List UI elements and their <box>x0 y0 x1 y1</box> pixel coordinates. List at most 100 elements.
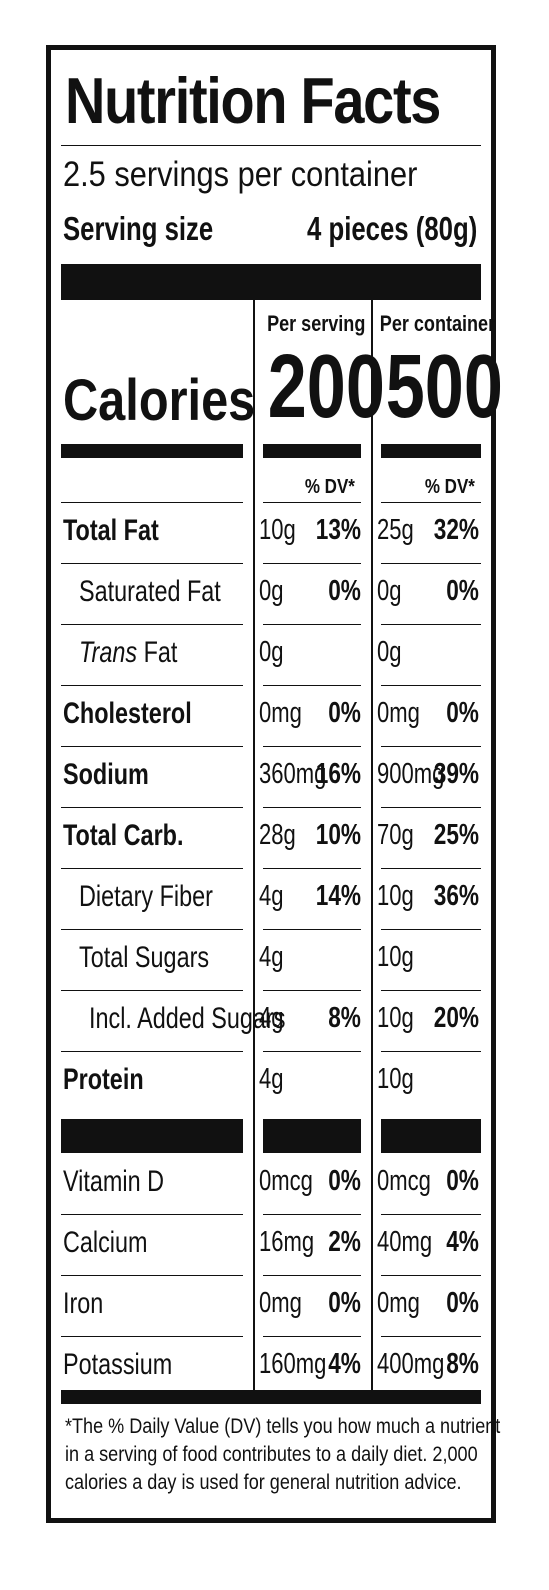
vitamin-bar-label <box>61 1119 243 1153</box>
row-divider <box>61 807 243 808</box>
vitamin-serving-dv: 0% <box>328 1287 361 1319</box>
row-divider <box>381 502 481 503</box>
nutrient-serving-amount: 360mg <box>259 758 327 790</box>
row-divider <box>61 685 243 686</box>
trans-fat-suffix: Fat <box>137 636 178 669</box>
row-divider <box>61 502 243 503</box>
calories-bar-label <box>61 444 243 458</box>
title-divider <box>61 145 481 146</box>
nutrient-container-dv: 25% <box>433 819 479 851</box>
vitamin-serving-amount: 160mg <box>259 1348 327 1380</box>
thick-divider-top <box>61 264 481 300</box>
vitamin-container-dv: 0% <box>446 1165 479 1197</box>
row-divider <box>61 624 243 625</box>
nutrient-container-amount: 25g <box>377 514 414 546</box>
serving-size-label: Serving size <box>63 210 214 247</box>
vitamin-serving-amount: 0mg <box>259 1287 302 1319</box>
calories-bar-serving <box>263 444 361 458</box>
serving-size-value: 4 pieces (80g) <box>306 210 477 247</box>
row-divider <box>263 1051 361 1052</box>
row-divider <box>381 746 481 747</box>
vitamin-container-dv: 0% <box>446 1287 479 1319</box>
row-divider <box>61 1275 243 1276</box>
row-divider <box>381 1214 481 1215</box>
nutrient-serving-amount: 0g <box>259 636 284 668</box>
nutrient-serving-amount: 28g <box>259 819 296 851</box>
row-divider <box>263 990 361 991</box>
calories-per-container: 500 <box>385 337 503 437</box>
nutrient-name: Cholesterol <box>63 697 192 730</box>
vitamin-bar-container <box>381 1119 481 1153</box>
row-divider <box>61 990 243 991</box>
vitamin-container-dv: 8% <box>446 1348 479 1380</box>
row-divider <box>61 1051 243 1052</box>
vitamin-serving-amount: 16mg <box>259 1226 315 1258</box>
nutrient-container-dv: 0% <box>446 697 479 729</box>
row-divider <box>263 1336 361 1337</box>
row-divider <box>381 685 481 686</box>
row-divider <box>263 746 361 747</box>
row-divider <box>263 685 361 686</box>
row-divider <box>61 929 243 930</box>
vitamin-bar-serving <box>263 1119 361 1153</box>
row-divider <box>61 1214 243 1215</box>
trans-italic: Trans <box>79 636 138 669</box>
calories-per-serving: 200 <box>267 337 385 437</box>
row-divider <box>61 563 243 564</box>
servings-per-container: 2.5 servings per container <box>63 155 418 194</box>
nutrient-container-amount: 0mg <box>377 697 420 729</box>
vitamin-name: Calcium <box>63 1226 148 1259</box>
vitamin-name: Iron <box>63 1287 104 1320</box>
dv-header-container: % DV* <box>424 476 475 498</box>
row-divider <box>381 1336 481 1337</box>
row-divider <box>381 1051 481 1052</box>
nutrient-container-amount: 10g <box>377 1063 414 1095</box>
nutrient-container-dv: 32% <box>433 514 479 546</box>
column-separator-serving <box>253 300 255 1390</box>
nutrient-serving-amount: 4g <box>259 1063 284 1095</box>
row-divider <box>381 807 481 808</box>
vitamin-serving-dv: 0% <box>328 1165 361 1197</box>
dv-header-serving: % DV* <box>304 476 355 498</box>
per-container-header: Per container <box>379 311 496 336</box>
row-divider <box>61 868 243 869</box>
nutrient-serving-dv: 14% <box>315 880 361 912</box>
nutrient-name: Saturated Fat <box>79 575 221 608</box>
nutrient-container-dv: 0% <box>446 575 479 607</box>
row-divider <box>381 563 481 564</box>
row-divider <box>381 868 481 869</box>
row-divider <box>263 868 361 869</box>
nutrient-serving-amount: 0g <box>259 575 284 607</box>
nutrient-serving-dv: 8% <box>328 1002 361 1034</box>
nutrient-container-amount: 70g <box>377 819 414 851</box>
vitamin-container-amount: 0mg <box>377 1287 420 1319</box>
row-divider <box>263 624 361 625</box>
nutrient-name: Total Sugars <box>79 941 210 974</box>
nutrient-container-amount: 900mg <box>377 758 445 790</box>
vitamin-container-amount: 400mg <box>377 1348 445 1380</box>
nutrient-name: Trans Fat <box>79 638 177 668</box>
nutrient-container-dv: 39% <box>433 758 479 790</box>
nutrient-container-dv: 20% <box>433 1002 479 1034</box>
vitamin-name: Vitamin D <box>63 1165 165 1198</box>
per-serving-header: Per serving <box>267 311 366 336</box>
calories-bar-container <box>381 444 481 458</box>
footnote-line: calories a day is used for general nutri… <box>65 1471 462 1494</box>
nutrient-serving-amount: 4g <box>259 1002 284 1034</box>
nutrient-serving-amount: 0mg <box>259 697 302 729</box>
row-divider <box>61 1336 243 1337</box>
nutrient-container-amount: 0g <box>377 575 402 607</box>
vitamin-serving-amount: 0mcg <box>259 1165 313 1197</box>
nutrient-container-amount: 10g <box>377 941 414 973</box>
nutrient-name: Protein <box>63 1063 144 1096</box>
nutrient-serving-amount: 4g <box>259 880 284 912</box>
nutrient-serving-dv: 10% <box>315 819 361 851</box>
nutrient-serving-dv: 16% <box>315 758 361 790</box>
calories-label: Calories <box>63 368 256 433</box>
row-divider <box>263 1275 361 1276</box>
nutrient-serving-dv: 0% <box>328 575 361 607</box>
vitamin-name: Potassium <box>63 1348 173 1381</box>
thick-divider-bottom <box>61 1390 481 1404</box>
footnote-line: in a serving of food contributes to a da… <box>65 1443 478 1466</box>
nutrient-serving-amount: 10g <box>259 514 296 546</box>
